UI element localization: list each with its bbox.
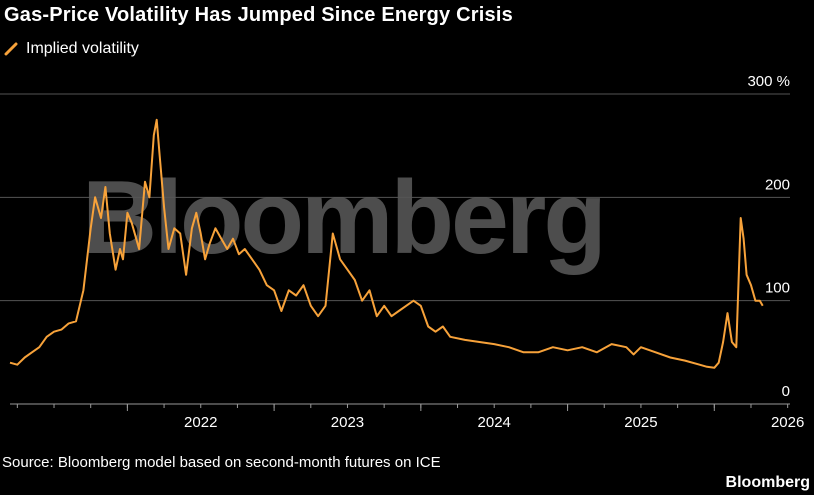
source-note: Source: Bloomberg model based on second-… xyxy=(2,454,441,471)
y-tick-label: 0 xyxy=(782,383,790,400)
series-line-implied-volatility xyxy=(9,118,764,369)
y-tick-label: 200 xyxy=(765,176,790,193)
x-tick-label: 2024 xyxy=(478,414,511,431)
slash-line-icon xyxy=(4,42,18,56)
chart-title: Gas-Price Volatility Has Jumped Since En… xyxy=(4,4,513,26)
x-tick-label: 2023 xyxy=(331,414,364,431)
legend: Implied volatility xyxy=(4,40,139,58)
brand-label: Bloomberg xyxy=(725,474,810,491)
legend-label: Implied volatility xyxy=(26,40,139,57)
y-tick-label: 300 % xyxy=(747,73,790,90)
x-tick-label: 2026 xyxy=(771,414,804,431)
y-tick-label: 100 xyxy=(765,280,790,297)
x-tick-label: 2022 xyxy=(184,414,217,431)
x-tick-label: 2025 xyxy=(624,414,657,431)
